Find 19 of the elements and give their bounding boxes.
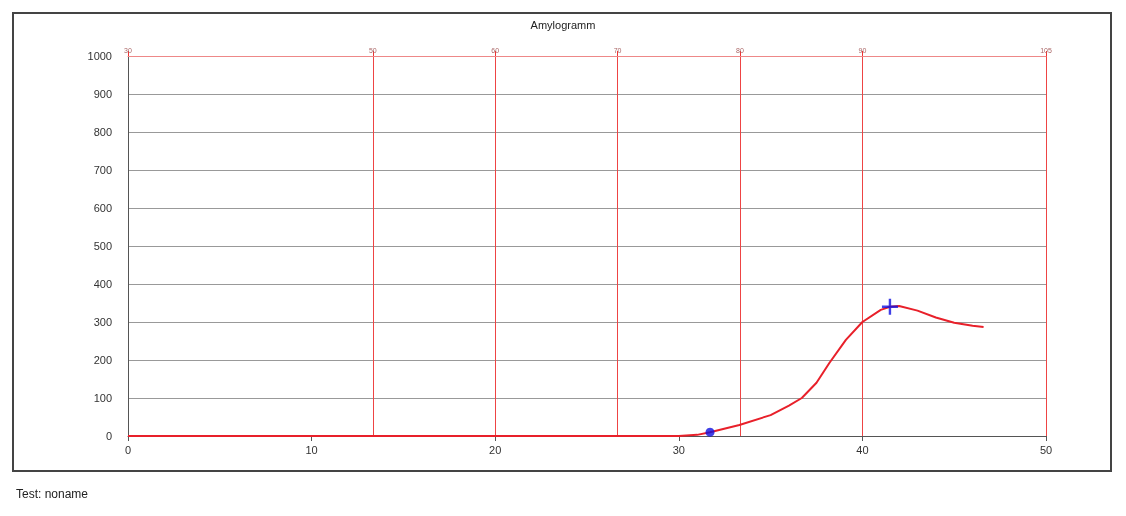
- y-tick-label: 200: [93, 354, 112, 366]
- y-tick-label: 500: [93, 240, 112, 252]
- x-tick-label: 20: [489, 443, 502, 456]
- x-tick-label: 30: [672, 443, 685, 456]
- y-tick-label: 100: [93, 392, 112, 404]
- y-tick-label: 700: [93, 164, 112, 176]
- x-tick-label: 50: [1039, 443, 1053, 456]
- x-tick-label: 40: [856, 443, 869, 456]
- x-tick-label: 0: [124, 443, 132, 456]
- chart-title: Amylogramm: [530, 18, 596, 31]
- y-tick-label: 1000: [87, 50, 112, 62]
- y-tick-label: 600: [93, 202, 112, 214]
- y-tick-label: 0: [105, 430, 112, 442]
- y-tick-label: 900: [93, 88, 112, 100]
- text: Test: noname: [16, 487, 89, 501]
- y-tick-label: 300: [93, 316, 112, 328]
- y-tick-label: 800: [93, 126, 112, 138]
- x-tick-label: 10: [305, 443, 318, 456]
- y-tick-label: 400: [93, 278, 112, 290]
